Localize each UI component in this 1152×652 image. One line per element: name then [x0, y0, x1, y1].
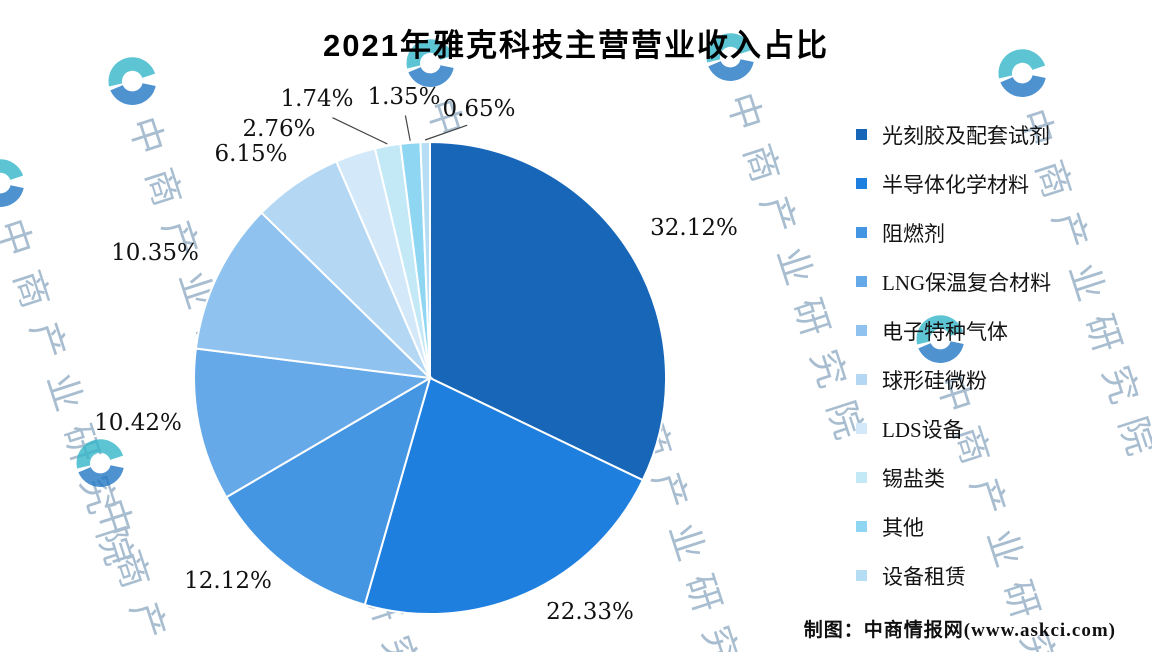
slice-percent-label: 10.35% — [111, 240, 199, 266]
legend-item: LNG保温复合材料 — [856, 257, 1051, 306]
legend-swatch — [856, 374, 867, 385]
label-leader-line — [424, 124, 468, 141]
slice-percent-label: 10.42% — [94, 410, 182, 436]
legend-label: 光刻胶及配套试剂 — [882, 123, 1050, 148]
source-credit: 制图：中商情报网(www.askci.com) — [803, 620, 1116, 641]
slice-percent-label: 6.15% — [214, 141, 287, 167]
legend-swatch — [856, 129, 867, 140]
label-leader-line — [332, 117, 388, 145]
legend-item: 半导体化学材料 — [856, 159, 1051, 208]
slice-percent-label: 0.65% — [442, 96, 515, 122]
chart-title: 2021年雅克科技主营营业收入占比 — [323, 28, 829, 63]
legend-swatch — [856, 521, 867, 532]
legend-label: LDS设备 — [882, 417, 964, 442]
legend-item: 电子特种气体 — [856, 306, 1051, 355]
legend-swatch — [856, 472, 867, 483]
legend-item: 锡盐类 — [856, 453, 1051, 502]
legend-item: LDS设备 — [856, 404, 1051, 453]
legend-swatch — [856, 227, 867, 238]
pie-slice — [224, 375, 432, 607]
slice-percent-label: 2.76% — [242, 116, 315, 142]
label-leader-line — [404, 115, 411, 141]
legend-item: 设备租赁 — [856, 551, 1051, 600]
legend-swatch — [856, 276, 867, 287]
legend-label: 锡盐类 — [882, 466, 945, 491]
pie-slice — [194, 211, 433, 380]
legend-label: 阻燃剂 — [882, 221, 945, 246]
legend-label: 球形硅微粉 — [882, 368, 987, 393]
slice-percent-label: 22.33% — [546, 599, 634, 625]
legend-swatch — [856, 325, 867, 336]
legend-item: 球形硅微粉 — [856, 355, 1051, 404]
legend-swatch — [856, 178, 867, 189]
slice-percent-label: 1.74% — [280, 86, 353, 112]
pie-slice — [363, 376, 645, 615]
legend-item: 其他 — [856, 502, 1051, 551]
legend-swatch — [856, 570, 867, 581]
slice-percent-label: 32.12% — [650, 215, 738, 241]
slice-percent-label: 1.35% — [367, 84, 440, 110]
legend-label: 半导体化学材料 — [882, 172, 1029, 197]
pie-slice — [193, 347, 434, 499]
legend: 光刻胶及配套试剂 半导体化学材料 阻燃剂 LNG保温复合材料 电子特种气体 球形硅微粉 LD… — [856, 110, 1051, 600]
legend-item: 光刻胶及配套试剂 — [856, 110, 1051, 159]
legend-label: 设备租赁 — [882, 564, 966, 589]
pie-slice — [419, 140, 431, 379]
legend-label: 电子特种气体 — [882, 319, 1008, 344]
legend-swatch — [856, 423, 867, 434]
legend-item: 阻燃剂 — [856, 208, 1051, 257]
legend-label: LNG保温复合材料 — [882, 270, 1052, 295]
legend-label: 其他 — [882, 515, 924, 540]
pie-slice — [429, 140, 667, 482]
slice-percent-label: 12.12% — [184, 568, 272, 594]
